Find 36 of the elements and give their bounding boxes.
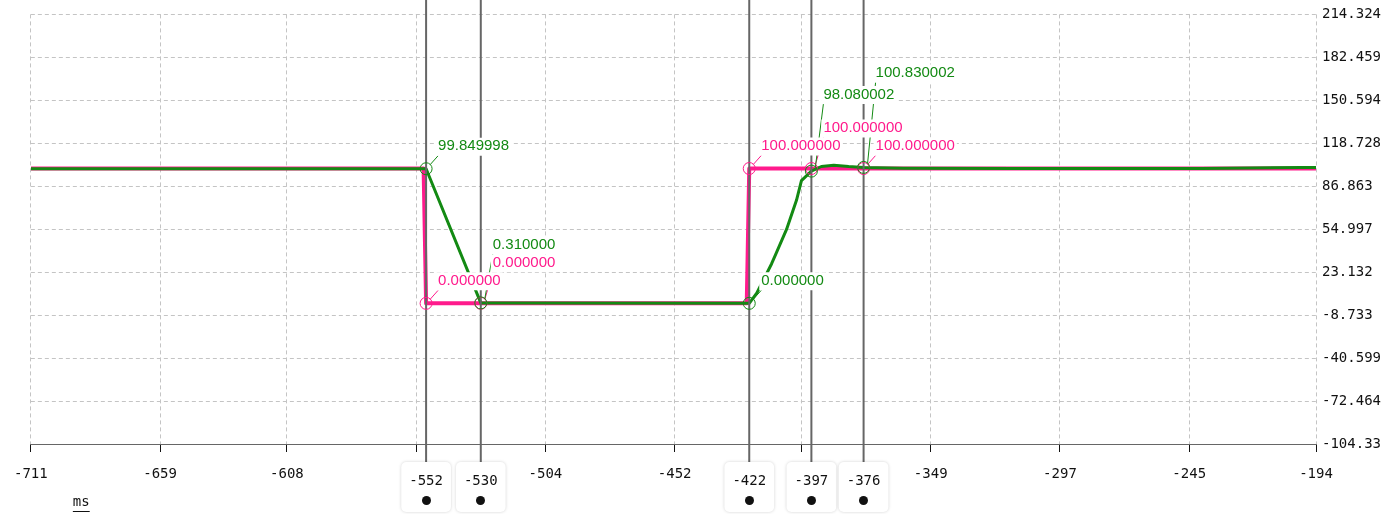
ref-line-label: -552 (409, 471, 443, 488)
data-label: 0.000000 (438, 270, 501, 288)
y-tick-label: -40.599 (1322, 348, 1382, 365)
x-tick-label: -349 (913, 465, 948, 482)
data-label: 99.849998 (438, 136, 509, 154)
x-tick-label: -608 (270, 465, 304, 482)
y-tick-label: 150.594 (1322, 90, 1382, 107)
ref-line-label: -397 (794, 471, 829, 488)
y-tick-label: -72.464 (1322, 391, 1382, 408)
ref-line-label: -422 (732, 471, 767, 488)
y-tick-label: 214.324 (1322, 5, 1382, 22)
x-tick-label: -245 (1172, 465, 1207, 482)
data-label: 100.000000 (823, 118, 903, 136)
data-label: 100.000000 (761, 136, 841, 154)
data-label: 0.000000 (761, 270, 824, 288)
y-tick-label: 86.863 (1322, 176, 1373, 193)
x-tick-label: -194 (1299, 465, 1333, 482)
x-tick-label: -659 (143, 465, 177, 482)
data-label: 100.830002 (875, 63, 955, 81)
y-tick-label: 23.132 (1322, 262, 1373, 279)
ref-line-label: -376 (846, 471, 881, 488)
y-tick-label: 118.728 (1322, 133, 1382, 150)
data-label: 100.000000 (875, 136, 955, 154)
y-tick-label: -104.33 (1322, 434, 1382, 451)
x-tick-label: -504 (528, 465, 563, 482)
x-axis-title: ms (72, 492, 90, 509)
data-label: 0.000000 (492, 252, 556, 270)
x-tick-label: -711 (14, 465, 48, 482)
data-label: 0.310000 (492, 234, 556, 252)
ref-line-label: -530 (463, 471, 498, 488)
y-tick-label: 54.997 (1322, 219, 1373, 236)
x-tick-label: -297 (1043, 465, 1077, 482)
y-tick-label: -8.733 (1322, 305, 1373, 322)
y-tick-label: 182.459 (1322, 48, 1382, 64)
data-label: 98.080002 (823, 84, 895, 102)
x-tick-label: -452 (657, 465, 692, 482)
